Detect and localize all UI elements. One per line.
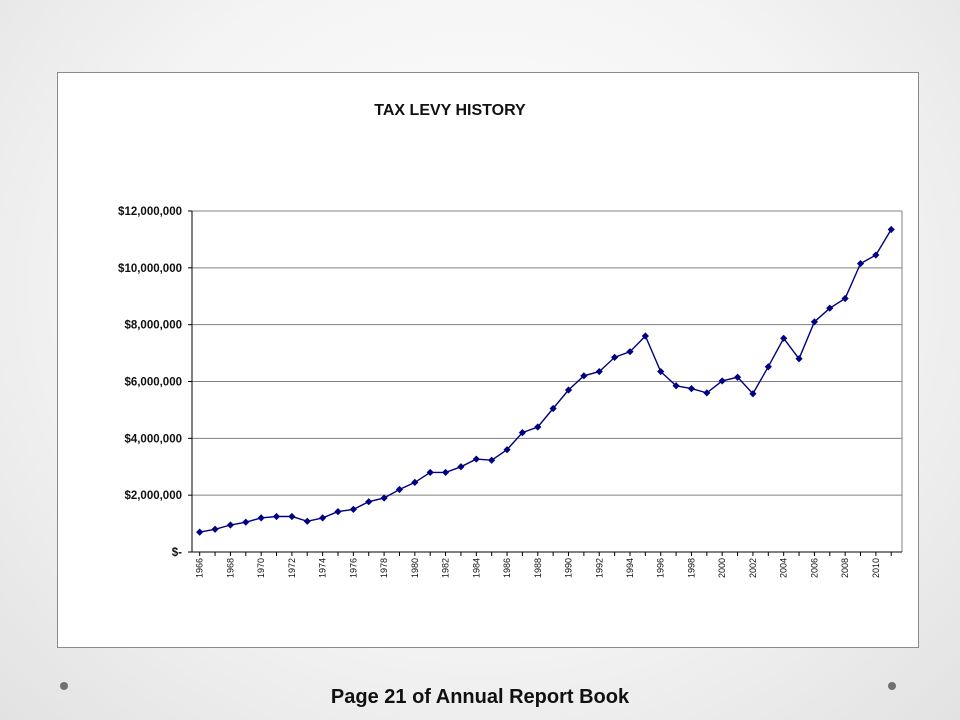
data-point [780,334,788,342]
data-point [856,259,865,268]
data-point [380,494,388,502]
data-point [488,456,496,464]
data-point [334,508,342,516]
chart-title: TAX LEVY HISTORY [374,102,526,119]
data-point [595,367,603,376]
data-point [887,225,895,234]
data-point [349,505,357,513]
series-line [199,229,892,533]
data-point [518,429,527,437]
data-point [365,498,373,506]
x-tick-label: 2006 [809,558,819,578]
x-tick-label: 1998 [686,558,696,578]
x-tick-label: 1966 [195,558,205,578]
x-tick-label: 2000 [717,558,727,578]
data-point [826,304,834,312]
x-tick-label: 1992 [594,558,604,578]
data-point [703,389,711,397]
data-point [226,521,235,529]
y-tick-label: $2,000,000 [124,490,182,502]
data-point [257,514,265,522]
data-point [196,528,204,536]
x-tick-label: 1980 [410,558,420,578]
data-point [718,377,726,385]
chart-frame: TAX LEVY HISTORY $- $2,000,000 $4,000,000 $… [57,72,919,648]
data-point [672,382,680,390]
data-point [211,525,219,533]
data-point [549,404,557,413]
data-point [749,390,757,398]
y-tick-label: $- [172,547,182,559]
data-point [441,468,450,477]
line-chart: TAX LEVY HISTORY $-$2,000,000$4,000,000$… [118,102,903,578]
y-axis-tick-labels: $- $2,000,000 $4,000,000 $6,000,000 $8,000,0… [118,206,182,559]
right-decor-dot [888,682,896,690]
y-tick-label: $4,000,000 [124,433,182,445]
data-point [795,355,803,363]
data-point [242,518,250,526]
data-point [764,363,772,371]
x-tick-label: 1974 [318,558,328,578]
data-point [580,372,588,380]
series-tax-levy [196,225,895,536]
data-point [687,385,696,393]
data-point [657,367,665,376]
x-tick-label: 1978 [379,558,389,578]
x-tick-label: 1976 [348,558,358,578]
data-point [472,455,480,463]
x-tick-label: 1972 [287,558,297,578]
x-tick-label: 1994 [625,558,635,578]
x-tick-label: 1986 [502,558,512,578]
x-tick-label: 1970 [256,558,266,578]
x-tick-label: 2008 [840,558,850,578]
data-point [611,353,619,361]
axes [188,210,902,556]
data-point [319,514,327,522]
data-point [641,332,649,340]
x-tick-label: 2002 [748,558,758,578]
left-decor-dot [60,682,68,690]
data-point [395,485,404,494]
x-tick-label: 1988 [533,558,543,578]
data-point [457,463,465,471]
data-point [564,386,573,394]
data-point [733,373,742,381]
data-point [503,446,511,454]
gridlines [192,210,903,552]
data-point [272,512,281,521]
x-tick-label: 1968 [225,558,235,578]
x-tick-label: 2010 [871,558,881,578]
x-tick-label: 1996 [656,558,666,578]
data-point [841,294,849,303]
x-tick-label: 1984 [471,558,481,578]
data-point [411,478,419,486]
data-point [626,348,634,356]
x-tick-label: 1982 [441,558,451,578]
x-tick-label: 2004 [779,558,789,578]
x-axis-tick-labels: 1966 1968 1970 1972 1974 1976 1978 1980 1982 1984… [195,558,881,578]
y-tick-label: $6,000,000 [124,377,182,389]
data-point [426,468,434,477]
data-point [872,251,880,259]
data-point [288,512,296,521]
data-point [534,423,542,431]
data-point [810,318,819,326]
y-tick-label: $12,000,000 [118,206,182,218]
x-tick-label: 1990 [564,558,574,578]
y-tick-label: $8,000,000 [124,320,182,332]
footer-caption: Page 21 of Annual Report Book [330,686,630,708]
data-point [303,517,311,525]
y-tick-label: $10,000,000 [118,263,182,275]
